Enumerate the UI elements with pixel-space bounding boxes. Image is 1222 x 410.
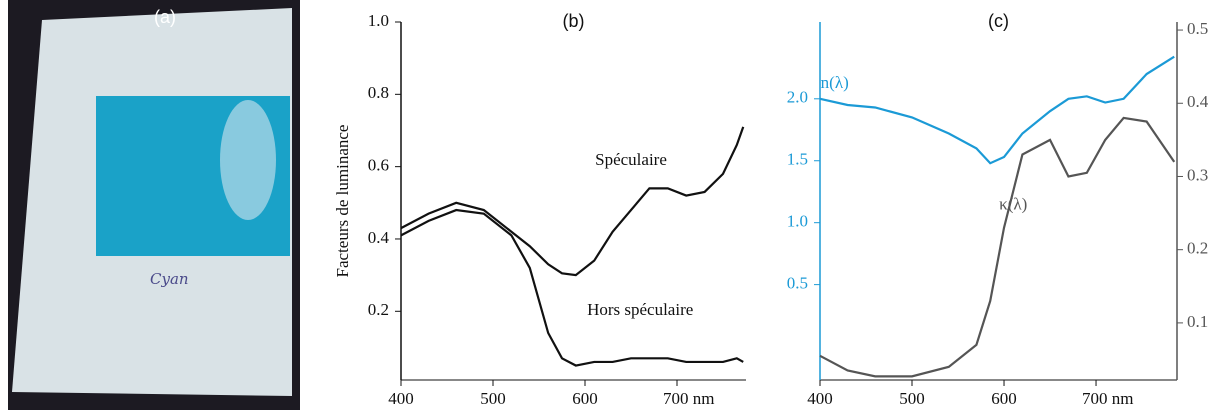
series-label: Spéculaire [595, 150, 667, 169]
y-tick-label: 1.0 [368, 11, 389, 30]
x-tick-label: 700 nm [1082, 389, 1133, 408]
y2-tick-label: 0.1 [1187, 312, 1208, 331]
y-tick-label: 1.5 [787, 150, 808, 169]
x-tick-label: 400 [388, 389, 414, 408]
series-line [400, 208, 744, 367]
x-tick-label: 600 [991, 389, 1017, 408]
y2-tick-label: 0.5 [1187, 19, 1208, 38]
y2-tick-label: 0.2 [1187, 239, 1208, 258]
y-axis-label: Facteurs de luminance [333, 125, 352, 278]
x-tick-label: 500 [480, 389, 506, 408]
x-tick-label: 500 [899, 389, 925, 408]
series-label: κ(λ) [999, 195, 1027, 214]
y-tick-label: 2.0 [787, 88, 808, 107]
series-label: n(λ) [821, 73, 849, 92]
photo: Cyan (a) [8, 0, 300, 410]
y2-tick-label: 0.3 [1187, 165, 1208, 184]
glare [220, 100, 276, 220]
series-label: Hors spéculaire [587, 300, 693, 319]
chart-title: (b) [563, 11, 585, 31]
y-tick-label: 0.6 [368, 156, 389, 175]
x-tick-label: 700 nm [663, 389, 714, 408]
photo-text: Cyan [150, 270, 189, 288]
y-tick-label: 1.0 [787, 212, 808, 231]
x-tick-label: 600 [572, 389, 598, 408]
series-line [819, 116, 1176, 378]
y-tick-label: 0.2 [368, 300, 389, 319]
y-tick-label: 0.4 [368, 228, 390, 247]
x-tick-label: 400 [807, 389, 833, 408]
y-tick-label: 0.8 [368, 83, 389, 102]
chart-title: (c) [988, 11, 1009, 31]
y2-tick-label: 0.4 [1187, 92, 1209, 111]
panel-label: (a) [154, 7, 176, 27]
series-line [819, 55, 1175, 165]
y-tick-label: 0.5 [787, 274, 808, 293]
series-line [400, 126, 745, 277]
